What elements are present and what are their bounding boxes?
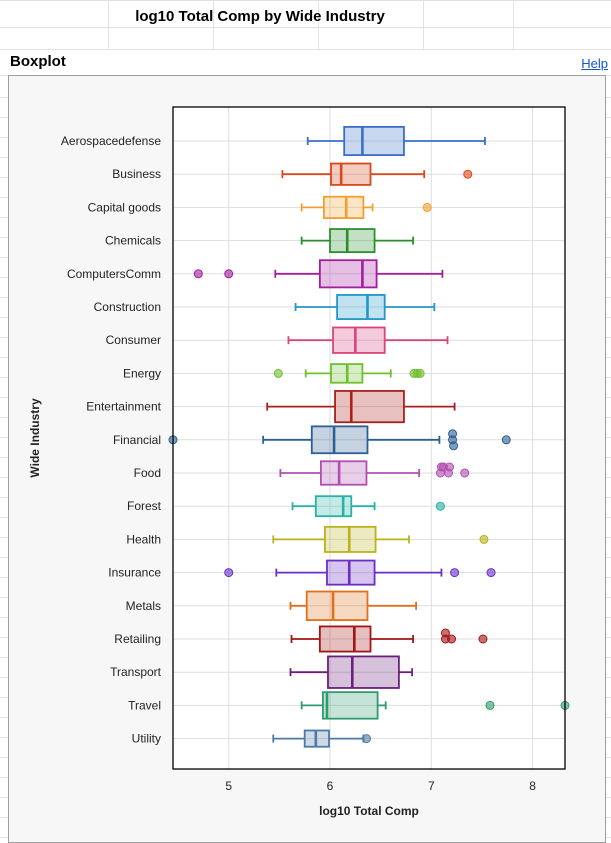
y-tick-label-insurance: Insurance: [108, 566, 161, 580]
y-tick-label-capital-goods: Capital goods: [88, 200, 161, 214]
outlier-point: [450, 568, 460, 578]
outlier-point: [479, 534, 489, 544]
plot-frame: [172, 106, 566, 770]
y-tick-label-aerospacedefense: Aerospacedefense: [61, 134, 161, 148]
y-tick-label-forest: Forest: [127, 499, 162, 513]
y-tick-label-transport: Transport: [110, 665, 162, 679]
chart-panel: 5 6 7 8 Utility Travel Transport Retailing Metal…: [8, 75, 606, 843]
box-utility: [272, 729, 371, 748]
y-tick-label-food: Food: [134, 466, 161, 480]
outlier-point: [440, 628, 450, 638]
box-metals: [289, 590, 418, 621]
y-tick-label-business: Business: [112, 167, 161, 181]
outlier-point: [486, 568, 496, 578]
outlier-point: [445, 462, 455, 472]
box-forest: [291, 495, 445, 518]
iqr-box: [305, 590, 369, 621]
box-aerospacedefense: [306, 125, 486, 157]
iqr-box: [329, 228, 376, 254]
outlier-point: [460, 468, 470, 478]
iqr-box: [336, 294, 386, 320]
box-retailing: [290, 625, 488, 653]
iqr-box: [332, 326, 386, 354]
x-axis-title: log10 Total Comp: [319, 804, 419, 818]
boxplot-chart: 5 6 7 8 Utility Travel Transport Retailing Metal…: [28, 106, 570, 818]
outlier-point: [448, 429, 458, 439]
box-construction: [294, 294, 436, 320]
y-tick-label-chemicals: Chemicals: [105, 234, 161, 248]
y-tick-label-construction: Construction: [94, 300, 161, 314]
outlier-point: [224, 568, 234, 578]
iqr-box: [334, 390, 405, 424]
box-entertainment: [266, 390, 456, 424]
box-financial: [168, 425, 511, 455]
box-business: [281, 162, 473, 186]
iqr-box: [323, 195, 365, 219]
outlier-point: [224, 269, 234, 279]
y-tick-label-energy: Energy: [123, 366, 161, 380]
outlier-point: [501, 435, 511, 445]
outlier-point: [449, 441, 459, 451]
box-computerscomm: [193, 259, 444, 289]
outlier-point: [447, 634, 457, 644]
plot-area: [173, 107, 565, 769]
box-capital-goods: [300, 195, 432, 219]
box-travel: [300, 691, 570, 720]
outlier-point: [478, 634, 488, 644]
help-link[interactable]: Help: [581, 56, 608, 71]
iqr-box: [318, 625, 372, 653]
outlier-point: [422, 202, 432, 212]
outlier-point: [193, 269, 203, 279]
box-consumer: [287, 326, 449, 354]
outlier-point: [361, 734, 371, 744]
box-health: [272, 525, 489, 553]
x-tick-label: 5: [225, 779, 232, 793]
iqr-box: [343, 125, 405, 157]
y-tick-label-health: Health: [126, 532, 161, 546]
outlier-point: [415, 368, 425, 378]
y-tick-label-travel: Travel: [128, 698, 161, 712]
y-tick-label-entertainment: Entertainment: [86, 400, 161, 414]
outlier-point: [273, 368, 283, 378]
iqr-box: [330, 162, 372, 186]
iqr-box: [326, 559, 376, 586]
y-tick-label-financial: Financial: [113, 433, 161, 447]
x-tick-label: 8: [529, 779, 536, 793]
box-food: [279, 460, 470, 486]
iqr-box: [322, 691, 379, 720]
y-tick-label-consumer: Consumer: [106, 333, 161, 347]
outlier-point: [485, 700, 495, 710]
iqr-box: [327, 655, 400, 689]
outlier-point: [463, 169, 473, 179]
y-tick-label-retailing: Retailing: [114, 632, 161, 646]
box-insurance: [224, 559, 496, 586]
box-transport: [289, 655, 413, 689]
iqr-box: [319, 460, 368, 486]
box-energy: [273, 363, 425, 384]
x-tick-label: 7: [428, 779, 435, 793]
iqr-box: [318, 259, 378, 289]
y-tick-label-computerscomm: ComputersComm: [67, 267, 161, 281]
x-tick-label: 6: [327, 779, 334, 793]
panel-title: Boxplot: [10, 53, 66, 70]
y-tick-label-utility: Utility: [132, 732, 161, 746]
sheet-title: log10 Total Comp by Wide Industry: [135, 8, 385, 25]
y-axis-title: Wide Industry: [28, 398, 42, 478]
box-chemicals: [300, 228, 414, 254]
outlier-point: [435, 501, 445, 511]
iqr-box: [310, 425, 369, 455]
iqr-box: [314, 495, 353, 518]
y-tick-label-metals: Metals: [126, 599, 161, 613]
